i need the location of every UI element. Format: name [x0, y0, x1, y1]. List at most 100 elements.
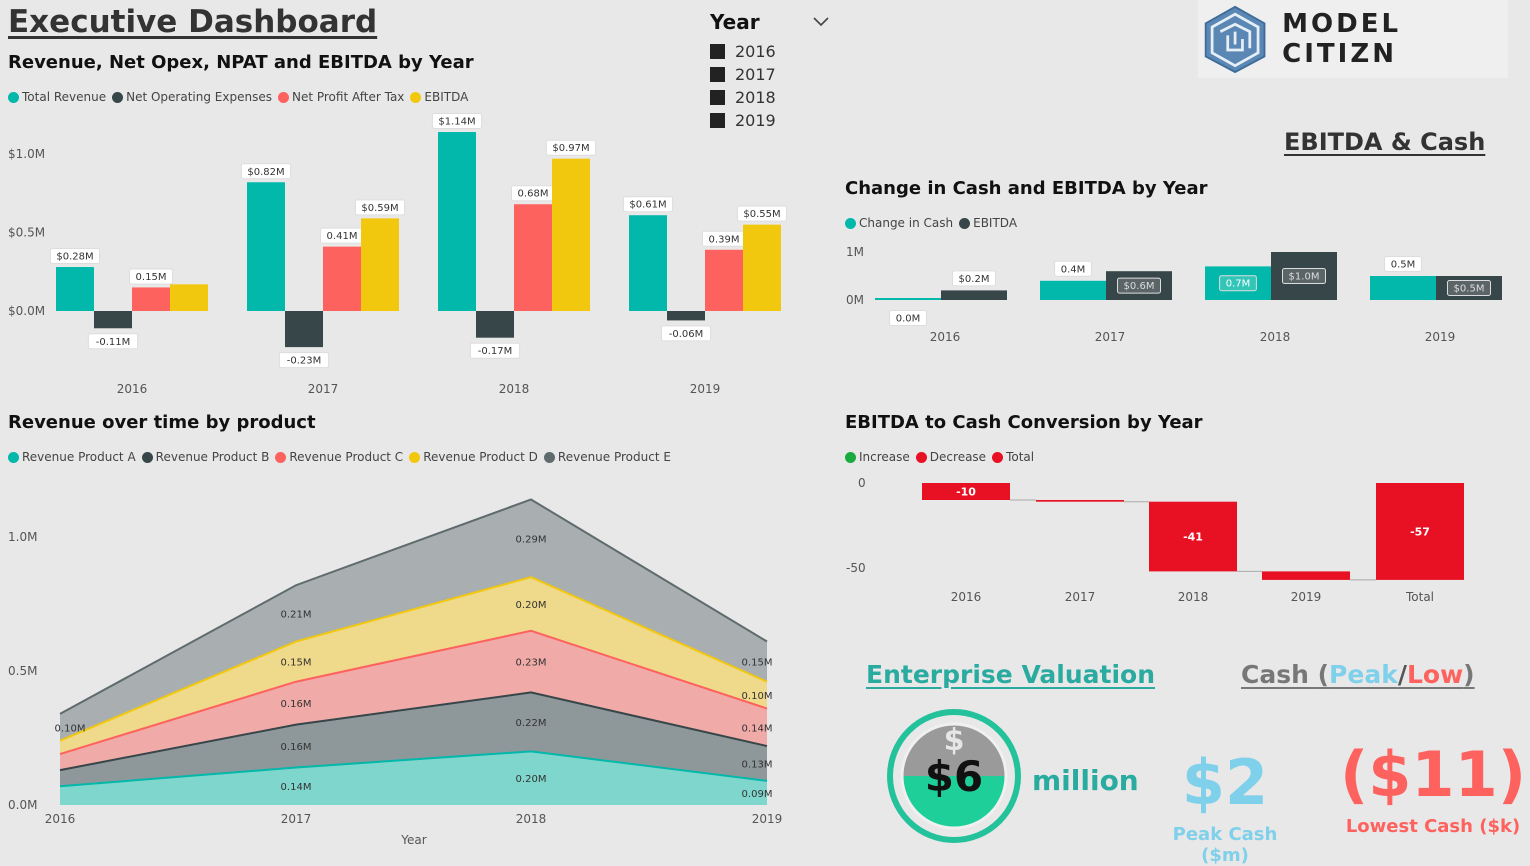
data-label: 0.13M: [742, 759, 773, 770]
bar: [247, 182, 285, 311]
y-tick-label: 0.5M: [8, 664, 37, 678]
legend-item[interactable]: Decrease: [915, 450, 986, 464]
area-series-line: [59, 629, 768, 756]
x-axis-label: Year: [400, 833, 426, 847]
bar: [705, 249, 743, 311]
checkbox-icon[interactable]: [710, 44, 725, 59]
year-option-2018[interactable]: 2018: [710, 86, 830, 109]
checkbox-icon[interactable]: [710, 113, 725, 128]
data-label: -41: [1183, 531, 1203, 544]
legend-item[interactable]: Revenue Product E: [543, 450, 671, 464]
data-label-box: [469, 342, 521, 359]
data-label: 0.10M: [55, 723, 86, 734]
data-label-box: [1384, 256, 1422, 272]
legend-item[interactable]: Revenue Product C: [275, 450, 403, 464]
x-tick-label: Total: [1405, 590, 1434, 604]
data-label: $0.2M: [959, 274, 990, 285]
legend-item[interactable]: Revenue Product B: [141, 450, 269, 464]
lowest-cash-value: ($11): [1339, 738, 1527, 811]
bar: [132, 287, 170, 311]
x-tick-label: 2017: [308, 382, 339, 396]
y-tick-label: 1M: [846, 245, 864, 259]
data-label-box: [952, 270, 996, 287]
logo-text: MODEL CITIZN: [1282, 9, 1402, 69]
legend-item[interactable]: Total Revenue: [8, 90, 106, 104]
legend-item[interactable]: EBITDA: [410, 90, 468, 104]
x-tick-label: 2018: [1260, 330, 1291, 344]
data-label: -0.06M: [669, 329, 704, 340]
data-label: $0.61M: [629, 200, 666, 211]
y-tick-label: $0.0M: [8, 304, 45, 318]
legend-item[interactable]: Net Profit After Tax: [277, 90, 404, 104]
data-label-box: [1054, 260, 1092, 277]
data-label-box: [660, 325, 712, 342]
bar: [1036, 500, 1124, 502]
data-label: 0.09M: [742, 789, 773, 800]
data-label: 0.14M: [742, 723, 773, 734]
data-label: 0.4M: [1061, 264, 1086, 275]
year-option-2017[interactable]: 2017: [710, 63, 830, 86]
section-heading-ebitda-cash: EBITDA & Cash: [1284, 128, 1486, 156]
data-label-box: [1219, 275, 1257, 292]
x-tick-label: 2017: [281, 812, 312, 826]
bar: [1376, 483, 1464, 580]
bar: [170, 284, 208, 311]
bar: [94, 311, 132, 329]
legend-item[interactable]: Change in Cash: [845, 216, 953, 230]
year-option-2016[interactable]: 2016: [710, 40, 830, 63]
legend-item[interactable]: Increase: [845, 450, 910, 464]
x-tick-label: 2016: [117, 382, 148, 396]
chart-title-waterfall: EBITDA to Cash Conversion by Year: [845, 412, 1203, 433]
bar: [667, 311, 705, 321]
x-tick-label: 2018: [516, 812, 547, 826]
checkbox-icon[interactable]: [710, 67, 725, 82]
x-tick-label: 2018: [499, 382, 530, 396]
maze-hexagon-icon: [1204, 5, 1266, 74]
area-series: [60, 499, 767, 741]
data-label: 0.39M: [709, 234, 740, 245]
legend-item[interactable]: Total: [992, 450, 1034, 464]
legend-item[interactable]: EBITDA: [959, 216, 1017, 230]
legend-item[interactable]: Revenue Product D: [409, 450, 538, 464]
data-label: 0.14M: [281, 782, 312, 793]
area-series: [60, 751, 767, 805]
bar: [552, 158, 590, 311]
legend-item[interactable]: Net Operating Expenses: [112, 90, 272, 104]
year-option-2019[interactable]: 2019: [710, 109, 830, 132]
bar: [56, 267, 94, 311]
checkbox-icon[interactable]: [710, 90, 725, 105]
peak-cash-value: $2: [1181, 746, 1269, 819]
legend-rev-product: Revenue Product A Revenue Product B Reve…: [8, 450, 671, 464]
y-tick-label: $0.5M: [8, 226, 45, 240]
data-label: $1.0M: [1289, 272, 1320, 283]
data-label: 0.21M: [281, 609, 312, 620]
bar: [875, 298, 941, 300]
data-label: $0.55M: [743, 209, 780, 220]
data-label: 0.5M: [1391, 260, 1416, 271]
legend-waterfall: Increase Decrease Total: [845, 450, 1034, 464]
x-tick-label: 2019: [1291, 590, 1322, 604]
data-label: 0.22M: [516, 718, 547, 729]
chart-rev-product: 0.0M 0.5M 1.0M 0.14M 0.20M 0.09M 0.16M 0.22M 0.1…: [8, 498, 782, 847]
area-series-line: [59, 750, 768, 788]
y-tick-label: -50: [846, 561, 866, 575]
year-slicer[interactable]: Year 2016 2017 2018 2019: [710, 10, 830, 132]
peak-cash-label: Peak Cash ($m): [1172, 824, 1278, 866]
dollar-gauge-icon: $: [887, 709, 1021, 843]
data-label: 0.23M: [516, 658, 547, 669]
chevron-down-icon[interactable]: [812, 16, 830, 28]
chart-title-rev-product: Revenue over time by product: [8, 412, 316, 433]
data-label-box: [1282, 268, 1326, 284]
svg-text:$: $: [944, 723, 965, 758]
legend-item[interactable]: Revenue Product A: [8, 450, 136, 464]
data-label: 0.7M: [1226, 279, 1251, 290]
bar: [1040, 280, 1106, 300]
data-label: 0.29M: [516, 534, 547, 545]
x-tick-label: 2019: [690, 382, 721, 396]
data-label-box: [87, 333, 139, 350]
area-series: [60, 577, 767, 755]
data-label-box: [240, 163, 292, 180]
data-label-box: [278, 352, 330, 369]
data-label: $0.28M: [56, 252, 93, 263]
bar: [922, 483, 1010, 500]
